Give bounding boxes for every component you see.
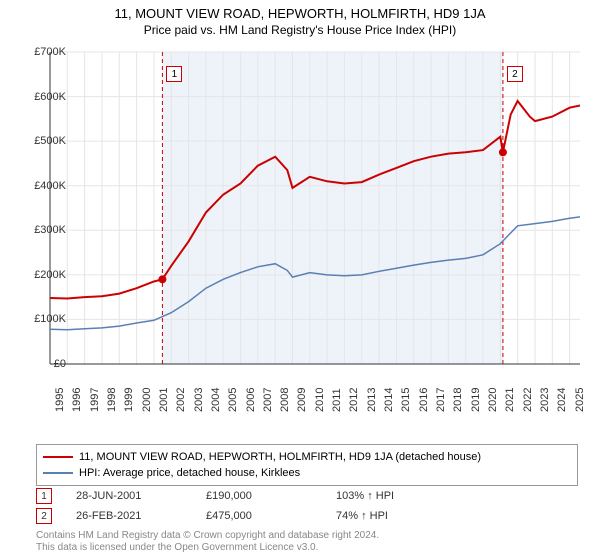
x-axis-label: 1998 xyxy=(106,388,118,412)
sale-date: 28-JUN-2001 xyxy=(76,490,206,502)
x-axis-label: 2003 xyxy=(193,388,205,412)
x-axis-label: 1997 xyxy=(89,388,101,412)
legend-swatch xyxy=(43,456,73,458)
y-axis-label: £700K xyxy=(34,46,66,58)
price-chart xyxy=(50,48,580,408)
sale-row: 1 28-JUN-2001£190,000103% ↑ HPI xyxy=(36,486,466,506)
x-axis-label: 2005 xyxy=(227,388,239,412)
x-axis-label: 1999 xyxy=(123,388,135,412)
x-axis-label: 2018 xyxy=(452,388,464,412)
sale-marker-1: 1 xyxy=(166,66,182,82)
x-axis-label: 2001 xyxy=(158,388,170,412)
x-axis-label: 2017 xyxy=(435,388,447,412)
x-axis-label: 2014 xyxy=(383,388,395,412)
sale-price: £190,000 xyxy=(206,490,336,502)
sale-marker-icon: 1 xyxy=(36,488,52,504)
x-axis-label: 2004 xyxy=(210,388,222,412)
legend-label: HPI: Average price, detached house, Kirk… xyxy=(79,465,300,481)
x-axis-label: 2010 xyxy=(314,388,326,412)
sale-date: 26-FEB-2021 xyxy=(76,510,206,522)
y-axis-label: £300K xyxy=(34,224,66,236)
x-axis-label: 2013 xyxy=(366,388,378,412)
sale-vs-hpi: 103% ↑ HPI xyxy=(336,490,466,502)
sale-marker-2: 2 xyxy=(507,66,523,82)
x-axis-label: 2008 xyxy=(279,388,291,412)
x-axis-label: 2019 xyxy=(470,388,482,412)
x-axis-label: 1995 xyxy=(54,388,66,412)
y-axis-label: £400K xyxy=(34,180,66,192)
legend-row: 11, MOUNT VIEW ROAD, HEPWORTH, HOLMFIRTH… xyxy=(43,449,571,465)
page-title: 11, MOUNT VIEW ROAD, HEPWORTH, HOLMFIRTH… xyxy=(0,0,600,21)
x-axis-label: 2006 xyxy=(245,388,257,412)
x-axis-label: 2007 xyxy=(262,388,274,412)
sale-row: 2 26-FEB-2021£475,00074% ↑ HPI xyxy=(36,506,466,526)
x-axis-label: 2000 xyxy=(141,388,153,412)
footer-attribution: Contains HM Land Registry data © Crown c… xyxy=(36,530,379,554)
legend-row: HPI: Average price, detached house, Kirk… xyxy=(43,465,571,481)
sale-vs-hpi: 74% ↑ HPI xyxy=(336,510,466,522)
sale-price: £475,000 xyxy=(206,510,336,522)
x-axis-label: 2023 xyxy=(539,388,551,412)
y-axis-label: £100K xyxy=(34,313,66,325)
sale-marker-icon: 2 xyxy=(36,508,52,524)
x-axis-label: 2009 xyxy=(296,388,308,412)
legend-swatch xyxy=(43,472,73,474)
y-axis-label: £200K xyxy=(34,269,66,281)
x-axis-label: 2002 xyxy=(175,388,187,412)
legend-label: 11, MOUNT VIEW ROAD, HEPWORTH, HOLMFIRTH… xyxy=(79,449,481,465)
x-axis-label: 2021 xyxy=(504,388,516,412)
y-axis-label: £0 xyxy=(54,358,66,370)
y-axis-label: £500K xyxy=(34,135,66,147)
x-axis-label: 2015 xyxy=(400,388,412,412)
legend: 11, MOUNT VIEW ROAD, HEPWORTH, HOLMFIRTH… xyxy=(36,444,578,486)
footer-line1: Contains HM Land Registry data © Crown c… xyxy=(36,530,379,542)
x-axis-label: 2025 xyxy=(574,388,586,412)
footer-line2: This data is licensed under the Open Gov… xyxy=(36,542,379,554)
page-subtitle: Price paid vs. HM Land Registry's House … xyxy=(0,21,600,41)
x-axis-label: 2016 xyxy=(418,388,430,412)
x-axis-label: 2020 xyxy=(487,388,499,412)
x-axis-label: 2011 xyxy=(331,388,343,412)
sales-table: 1 28-JUN-2001£190,000103% ↑ HPI 2 26-FEB-20… xyxy=(36,486,466,526)
x-axis-label: 1996 xyxy=(71,388,83,412)
x-axis-label: 2012 xyxy=(348,388,360,412)
y-axis-label: £600K xyxy=(34,91,66,103)
x-axis-label: 2022 xyxy=(522,388,534,412)
x-axis-label: 2024 xyxy=(556,388,568,412)
